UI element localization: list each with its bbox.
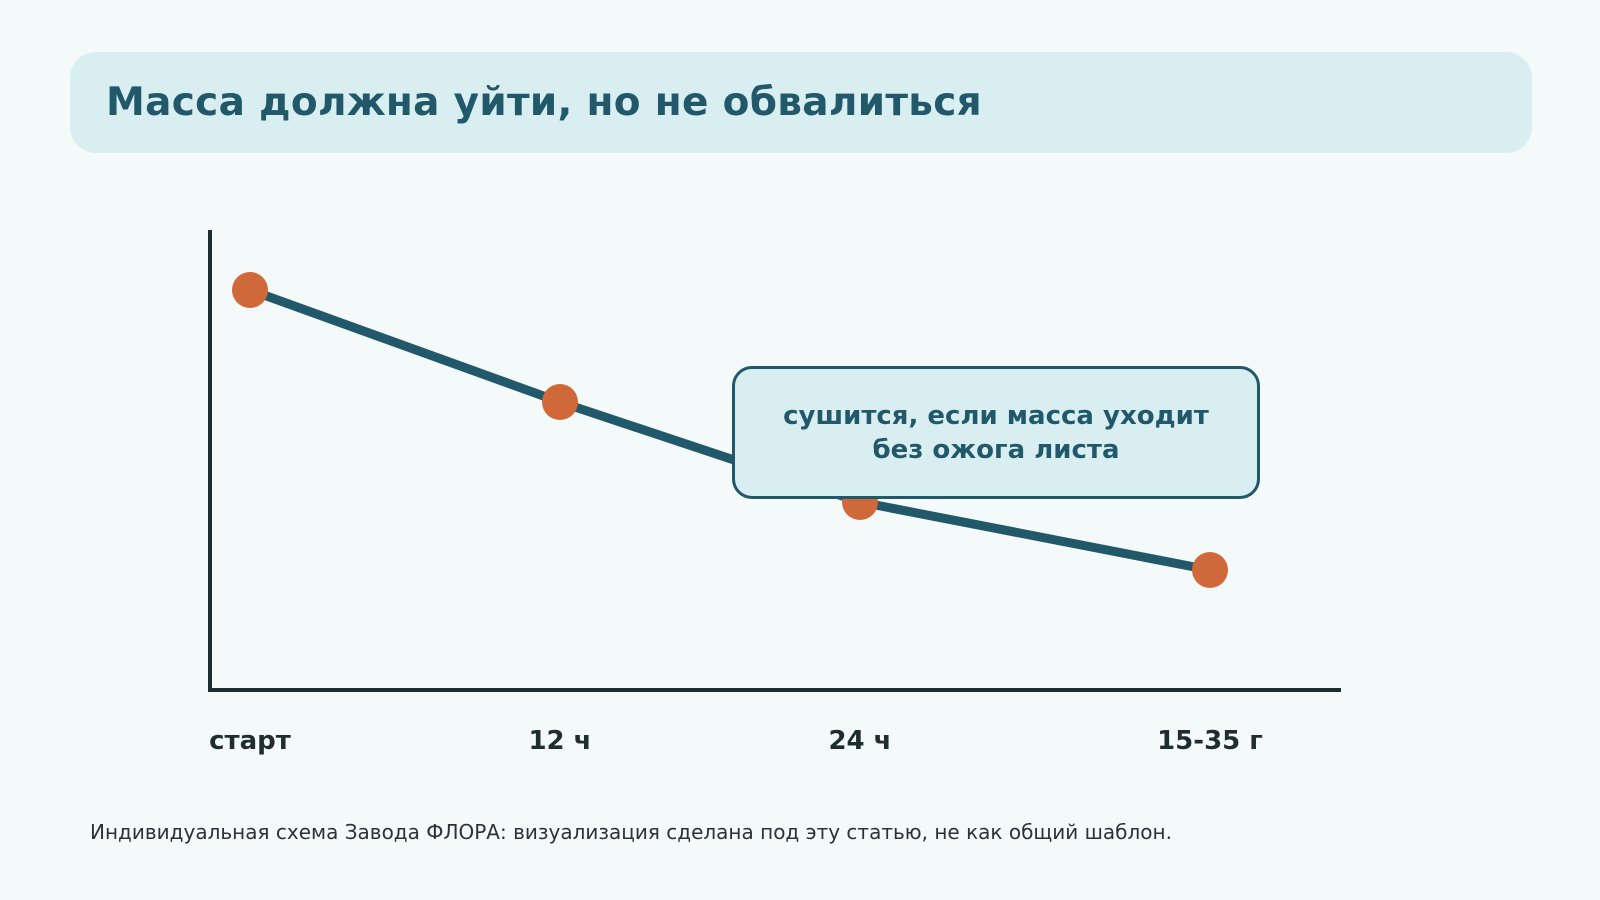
callout-line-2: без ожога листа — [872, 434, 1120, 465]
data-point-4 — [1192, 552, 1228, 588]
title-banner: Масса должна уйти, но не обвалиться — [70, 52, 1532, 153]
callout-line-1: сушится, если масса уходит — [783, 400, 1209, 431]
data-point-1 — [232, 272, 268, 308]
data-point-2 — [542, 384, 578, 420]
x-tick-label: старт — [209, 726, 291, 756]
footnote: Индивидуальная схема Завода ФЛОРА: визуа… — [90, 820, 1172, 844]
x-tick-label: 15-35 г — [1157, 726, 1263, 756]
page-title: Масса должна уйти, но не обвалиться — [106, 80, 982, 125]
x-tick-label: 12 ч — [528, 726, 591, 756]
x-tick-label: 24 ч — [828, 726, 891, 756]
annotation-callout: сушится, если масса уходит без ожога лис… — [732, 366, 1260, 499]
x-tick-labels: старт 12 ч 24 ч 15-35 г — [209, 726, 1263, 756]
series-line — [245, 285, 1215, 575]
